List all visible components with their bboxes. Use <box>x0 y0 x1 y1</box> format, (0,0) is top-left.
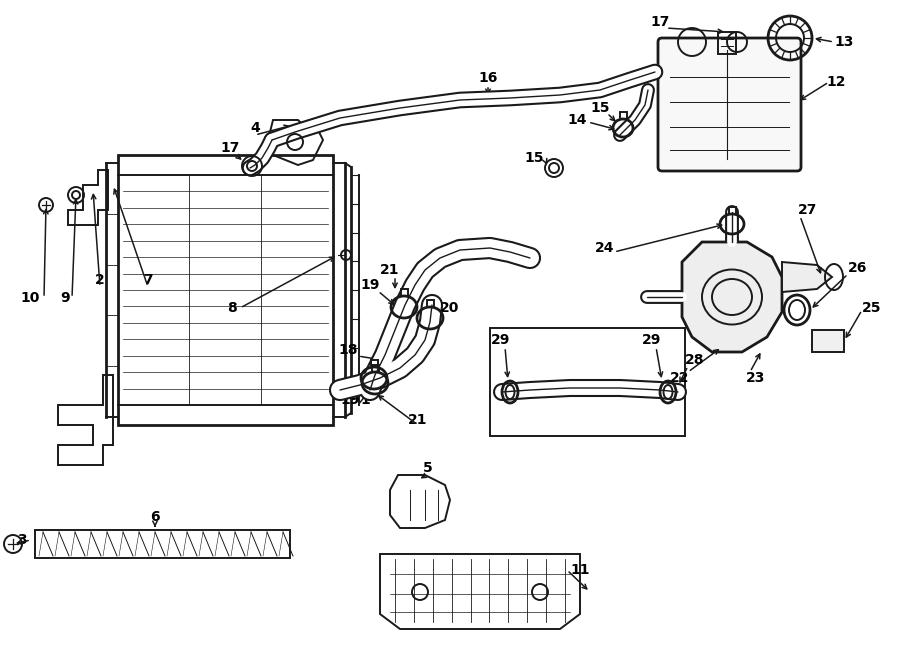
Text: 6: 6 <box>150 510 160 524</box>
Bar <box>718 32 736 54</box>
Text: 20: 20 <box>440 301 460 315</box>
Text: 2: 2 <box>95 273 105 287</box>
Text: 29: 29 <box>643 333 662 347</box>
Bar <box>401 289 408 296</box>
Text: 21: 21 <box>409 413 428 427</box>
Text: 4: 4 <box>250 121 260 135</box>
Text: 1: 1 <box>360 393 370 407</box>
Bar <box>118 155 333 425</box>
Text: 19: 19 <box>340 393 360 407</box>
Text: 3: 3 <box>17 533 27 547</box>
Bar <box>490 328 685 436</box>
Bar <box>729 207 736 214</box>
Text: 5: 5 <box>423 461 433 475</box>
Text: 25: 25 <box>862 301 882 315</box>
Text: 22: 22 <box>670 371 689 385</box>
Bar <box>812 330 844 352</box>
Text: 16: 16 <box>478 71 498 85</box>
Text: 28: 28 <box>685 353 705 367</box>
Text: 7: 7 <box>143 273 153 287</box>
Polygon shape <box>682 242 782 352</box>
Text: 10: 10 <box>21 291 40 305</box>
Bar <box>620 112 627 119</box>
Bar <box>427 300 434 307</box>
FancyBboxPatch shape <box>658 38 801 171</box>
Text: 19: 19 <box>360 278 380 292</box>
Bar <box>372 365 379 372</box>
Text: 27: 27 <box>798 203 818 217</box>
Polygon shape <box>782 262 832 292</box>
Text: 24: 24 <box>595 241 615 255</box>
Bar <box>371 360 378 367</box>
Text: 17: 17 <box>220 141 239 155</box>
Text: 14: 14 <box>567 113 587 127</box>
Text: 23: 23 <box>746 371 766 385</box>
Text: 29: 29 <box>491 333 510 347</box>
Text: 26: 26 <box>849 261 868 275</box>
Bar <box>35 530 290 558</box>
Text: 15: 15 <box>524 151 544 165</box>
Text: 12: 12 <box>826 75 846 89</box>
Text: 9: 9 <box>60 291 70 305</box>
Text: 18: 18 <box>338 343 358 357</box>
Text: 15: 15 <box>590 101 610 115</box>
Text: 11: 11 <box>571 563 590 577</box>
Text: 13: 13 <box>834 35 854 49</box>
Text: 21: 21 <box>380 263 400 277</box>
Text: 8: 8 <box>227 301 237 315</box>
Text: 17: 17 <box>651 15 670 29</box>
